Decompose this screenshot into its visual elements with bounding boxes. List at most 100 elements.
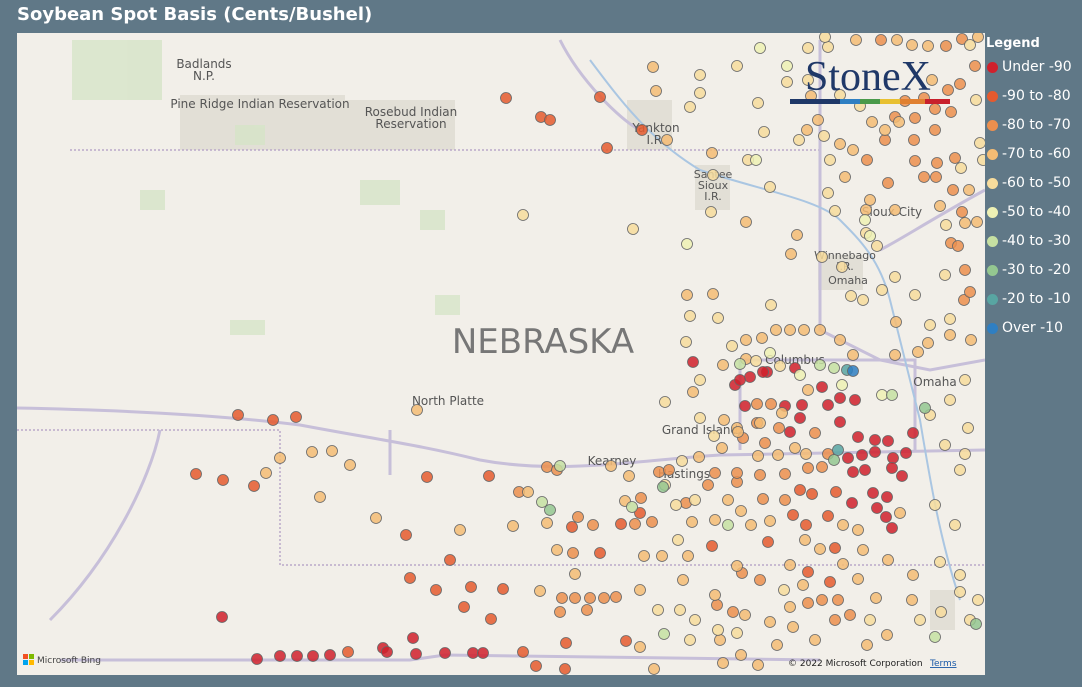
data-point (816, 594, 828, 606)
data-point (217, 474, 229, 486)
title: Soybean Spot Basis (Cents/Bushel) (17, 4, 373, 25)
data-point (646, 516, 658, 528)
data-point (875, 34, 887, 46)
data-point (636, 124, 648, 136)
data-point (934, 200, 946, 212)
legend-label: Over -10 (1002, 320, 1063, 336)
data-point (847, 349, 859, 361)
data-point (844, 609, 856, 621)
data-point (959, 217, 971, 229)
data-point (705, 206, 717, 218)
state-borders (17, 149, 985, 566)
data-point (598, 592, 610, 604)
data-point (740, 334, 752, 346)
terms-link[interactable]: Terms (929, 659, 957, 669)
data-point (342, 646, 354, 658)
data-point (656, 550, 668, 562)
data-point (634, 507, 646, 519)
data-point (940, 40, 952, 52)
map-label: Reservation (375, 117, 446, 131)
legend-swatch (987, 119, 998, 131)
data-point (959, 448, 971, 460)
data-point (663, 464, 675, 476)
data-point (661, 134, 673, 146)
data-point (852, 524, 864, 536)
legend-swatch (987, 177, 998, 189)
data-point (684, 101, 696, 113)
data-point (626, 501, 638, 513)
data-point (834, 334, 846, 346)
data-point (796, 399, 808, 411)
data-point (929, 103, 941, 115)
data-point (955, 162, 967, 174)
data-point (735, 649, 747, 661)
data-point (306, 446, 318, 458)
data-point (750, 355, 762, 367)
data-point (886, 522, 898, 534)
data-point (879, 134, 891, 146)
data-point (963, 184, 975, 196)
data-point (485, 613, 497, 625)
data-point (702, 479, 714, 491)
data-point (764, 347, 776, 359)
data-point (836, 379, 848, 391)
data-point (650, 85, 662, 97)
data-point (871, 502, 883, 514)
data-point (949, 152, 961, 164)
data-point (517, 646, 529, 658)
data-point (889, 204, 901, 216)
data-point (770, 324, 782, 336)
legend-swatch (987, 61, 998, 73)
data-point (837, 519, 849, 531)
data-point (832, 594, 844, 606)
legend-swatch (987, 293, 998, 305)
data-point (601, 142, 613, 154)
legend-item: -70 to -60 (987, 146, 1071, 162)
data-point (714, 634, 726, 646)
data-point (947, 184, 959, 196)
data-point (507, 520, 519, 532)
data-point (809, 427, 821, 439)
data-point (706, 540, 718, 552)
data-point (847, 466, 859, 478)
data-point (444, 554, 456, 566)
data-point (676, 455, 688, 467)
data-point (879, 124, 891, 136)
data-point (566, 521, 578, 533)
data-point (541, 517, 553, 529)
data-point (857, 544, 869, 556)
data-point (794, 484, 806, 496)
data-point (731, 627, 743, 639)
bing-logo (23, 654, 34, 665)
data-point (799, 534, 811, 546)
data-point (800, 519, 812, 531)
data-point (707, 288, 719, 300)
data-point (745, 519, 757, 531)
data-point (605, 460, 617, 472)
data-point (716, 442, 728, 454)
map-label: NEBRASKA (452, 322, 634, 362)
data-point (871, 240, 883, 252)
data-point (784, 601, 796, 613)
data-point (802, 566, 814, 578)
data-point (554, 606, 566, 618)
data-point (467, 647, 479, 659)
legend-label: -40 to -30 (1002, 233, 1071, 249)
data-point (846, 497, 858, 509)
map-label: Omaha (913, 375, 956, 389)
data-point (930, 171, 942, 183)
legend-swatch (987, 264, 998, 276)
data-point (856, 449, 868, 461)
data-point (687, 386, 699, 398)
data-point (787, 509, 799, 521)
data-point (248, 480, 260, 492)
data-point (752, 97, 764, 109)
map-label: I.R. (704, 190, 722, 203)
data-point (886, 462, 898, 474)
legend-label: -20 to -10 (1002, 291, 1071, 307)
data-point (727, 606, 739, 618)
copyright: © 2022 Microsoft Corporation (788, 659, 923, 669)
data-point (929, 499, 941, 511)
data-point (812, 114, 824, 126)
data-point (889, 349, 901, 361)
